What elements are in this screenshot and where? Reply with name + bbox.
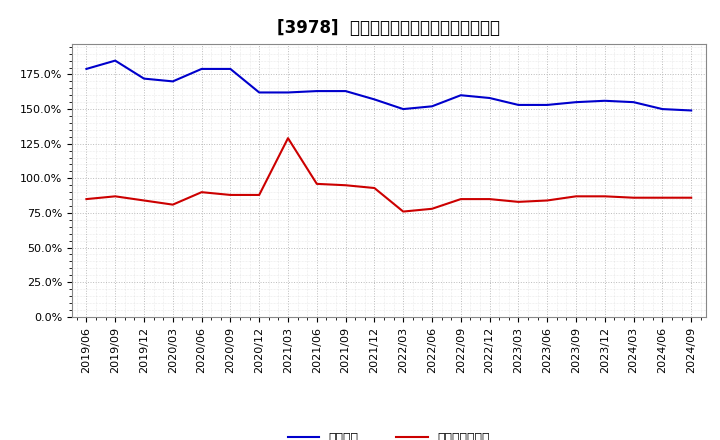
- 固定長期適合率: [456, 196, 465, 202]
- 固定長期適合率: [255, 192, 264, 198]
- 固定比率: [312, 88, 321, 94]
- Title: [3978]  固定比率、固定長期適合率の推移: [3978] 固定比率、固定長期適合率の推移: [277, 19, 500, 37]
- 固定長期適合率: [399, 209, 408, 214]
- 固定比率: [111, 58, 120, 63]
- 固定長期適合率: [168, 202, 177, 207]
- 固定比率: [658, 106, 667, 112]
- 固定比率: [140, 76, 148, 81]
- 固定長期適合率: [370, 185, 379, 191]
- 固定比率: [255, 90, 264, 95]
- 固定比率: [284, 90, 292, 95]
- 固定比率: [600, 98, 609, 103]
- 固定長期適合率: [312, 181, 321, 187]
- 固定長期適合率: [485, 196, 494, 202]
- 固定比率: [485, 95, 494, 101]
- 固定比率: [197, 66, 206, 72]
- 固定長期適合率: [197, 190, 206, 195]
- 固定長期適合率: [658, 195, 667, 200]
- 固定比率: [629, 99, 638, 105]
- 固定長期適合率: [140, 198, 148, 203]
- 固定長期適合率: [341, 183, 350, 188]
- 固定長期適合率: [687, 195, 696, 200]
- 固定比率: [543, 102, 552, 107]
- 固定比率: [370, 97, 379, 102]
- 固定長期適合率: [600, 194, 609, 199]
- 固定比率: [341, 88, 350, 94]
- 固定比率: [572, 99, 580, 105]
- 固定比率: [428, 104, 436, 109]
- 固定比率: [399, 106, 408, 112]
- 固定比率: [168, 79, 177, 84]
- 固定長期適合率: [111, 194, 120, 199]
- Line: 固定長期適合率: 固定長期適合率: [86, 138, 691, 212]
- 固定長期適合率: [226, 192, 235, 198]
- 固定長期適合率: [572, 194, 580, 199]
- Line: 固定比率: 固定比率: [86, 61, 691, 110]
- 固定長期適合率: [543, 198, 552, 203]
- 固定長期適合率: [514, 199, 523, 205]
- 固定比率: [514, 102, 523, 107]
- 固定長期適合率: [629, 195, 638, 200]
- 固定比率: [456, 92, 465, 98]
- 固定比率: [226, 66, 235, 72]
- Legend: 固定比率, 固定長期適合率: 固定比率, 固定長期適合率: [282, 427, 495, 440]
- 固定比率: [687, 108, 696, 113]
- 固定長期適合率: [284, 136, 292, 141]
- 固定長期適合率: [82, 196, 91, 202]
- 固定長期適合率: [428, 206, 436, 212]
- 固定比率: [82, 66, 91, 72]
